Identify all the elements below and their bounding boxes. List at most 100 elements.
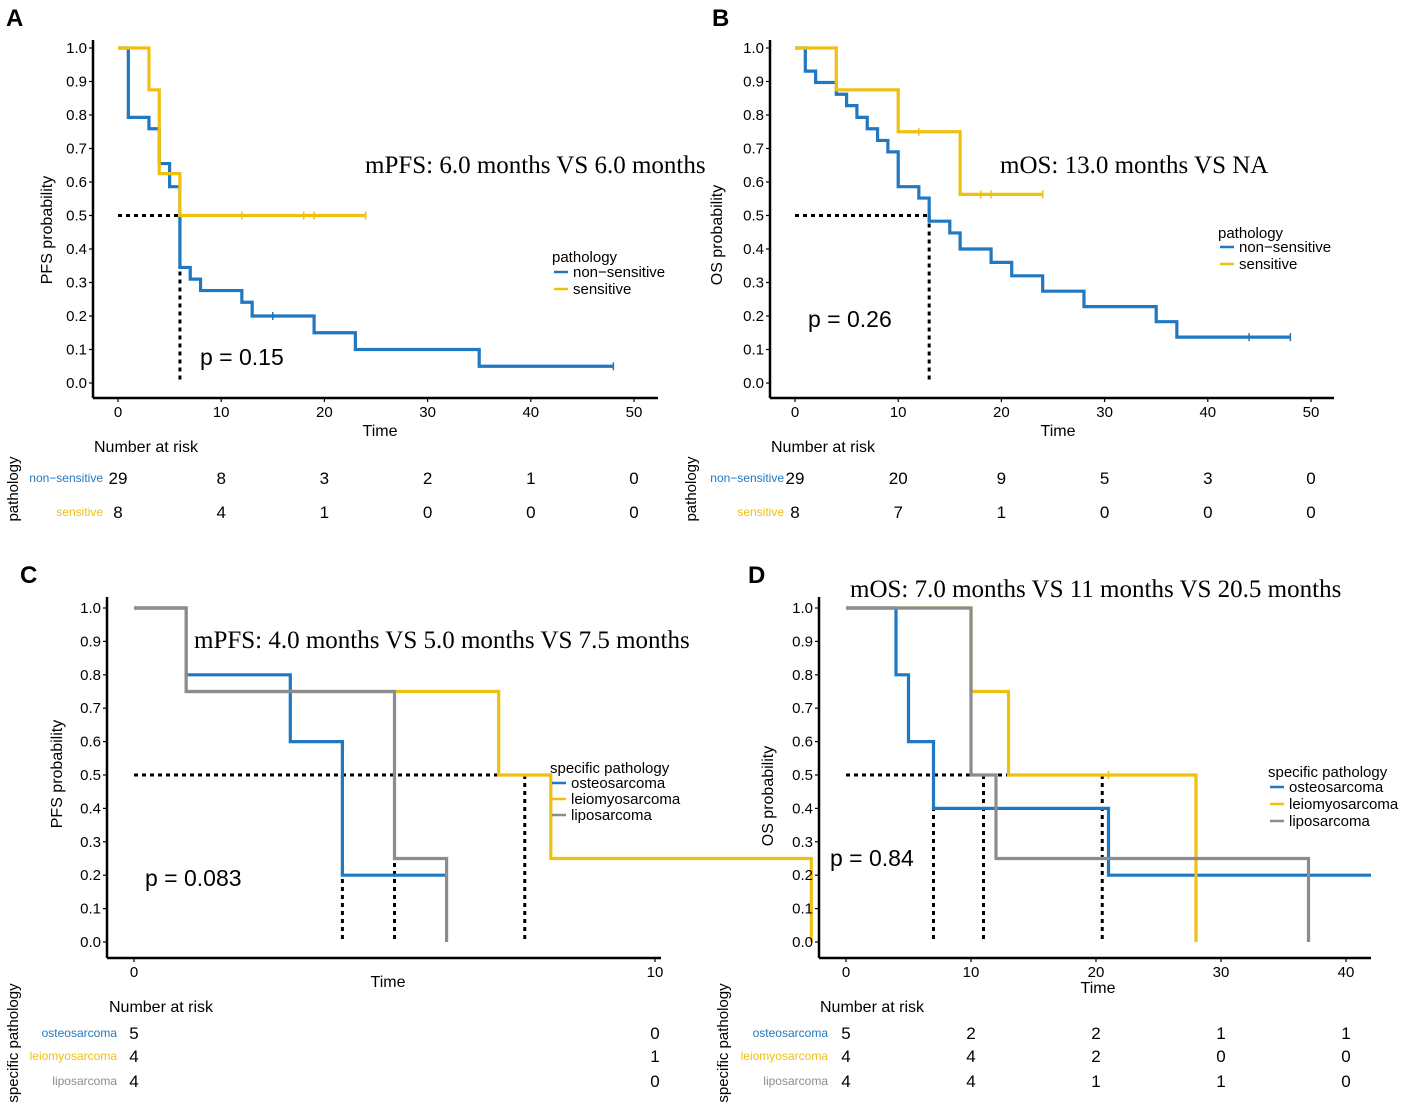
y-tick-label: 0.2 [792, 867, 813, 884]
x-tick-label: 30 [1096, 404, 1113, 421]
y-tick-label: 0.1 [743, 342, 764, 359]
x-tick-label: 50 [1303, 404, 1320, 421]
legend-label: non−sensitive [573, 264, 665, 281]
y-tick-label: 0.8 [66, 107, 87, 124]
x-tick-label: 0 [791, 404, 799, 421]
y-tick-label: 0.1 [66, 342, 87, 359]
legend-label: leiomyosarcoma [571, 791, 681, 808]
risk-row-label: sensitive [737, 505, 784, 519]
y-tick-label: 0.6 [66, 174, 87, 191]
risk-count: 1 [1216, 1024, 1225, 1043]
legend-label: liposarcoma [571, 807, 653, 824]
risk-count: 0 [526, 503, 535, 522]
y-tick-label: 0.0 [792, 934, 813, 951]
y-tick-label: 0.3 [792, 834, 813, 851]
median-lines [118, 214, 182, 383]
risk-count: 9 [997, 469, 1006, 488]
legend-title: specific pathology [550, 760, 670, 777]
km-curve-nonsensitive [118, 46, 614, 368]
risk-table-title: Number at risk [820, 999, 925, 1016]
y-tick-label: 0.9 [80, 633, 101, 650]
legend-label: osteosarcoma [571, 775, 666, 792]
risk-row-label: non−sensitive [29, 471, 103, 485]
legend: specific pathologyosteosarcomaleiomyosar… [550, 760, 681, 824]
chart-title: mPFS: 6.0 months VS 6.0 months [365, 152, 706, 179]
risk-row-label: liposarcoma [52, 1074, 117, 1088]
x-tick-label: 40 [1338, 964, 1355, 981]
y-tick-label: 0.9 [66, 74, 87, 91]
y-axis-label: PFS probability [49, 720, 66, 829]
y-tick-label: 0.5 [66, 208, 87, 225]
km-curve-osteosarcoma [846, 606, 1371, 877]
risk-count: 0 [1216, 1047, 1225, 1066]
y-axis-label: OS probability [760, 746, 777, 847]
legend-title: pathology [552, 249, 618, 266]
risk-count: 5 [841, 1024, 850, 1043]
km-curve-sensitive [795, 46, 1043, 196]
y-tick-label: 0.4 [66, 241, 87, 258]
risk-count: 0 [629, 503, 638, 522]
risk-table-title: Number at risk [771, 439, 876, 456]
risk-table-ylabel: pathology [5, 456, 22, 522]
risk-count: 0 [650, 1024, 659, 1043]
risk-count: 5 [129, 1024, 138, 1043]
risk-table-ylabel: specific pathology [715, 983, 732, 1103]
x-tick-label: 10 [647, 964, 664, 981]
p-value: p = 0.15 [200, 344, 284, 370]
legend-label: osteosarcoma [1289, 779, 1384, 796]
x-tick-label: 10 [963, 964, 980, 981]
risk-count: 8 [790, 503, 799, 522]
legend-label: sensitive [1239, 256, 1297, 273]
y-tick-label: 0.7 [743, 141, 764, 158]
y-tick-label: 0.0 [743, 375, 764, 392]
x-tick-label: 0 [842, 964, 850, 981]
risk-count: 29 [786, 469, 805, 488]
km-curve-liposarcoma [134, 606, 449, 942]
panel-letter: D [748, 562, 765, 589]
risk-count: 1 [320, 503, 329, 522]
y-tick-label: 0.6 [80, 734, 101, 751]
p-value: p = 0.84 [830, 845, 914, 871]
risk-count: 2 [1091, 1024, 1100, 1043]
y-tick-label: 1.0 [80, 600, 101, 617]
risk-count: 0 [629, 469, 638, 488]
x-axis-label: Time [371, 974, 406, 991]
legend-label: leiomyosarcoma [1289, 796, 1399, 813]
y-tick-label: 0.5 [743, 208, 764, 225]
y-tick-label: 0.3 [66, 275, 87, 292]
x-tick-label: 20 [1088, 964, 1105, 981]
risk-count: 0 [1341, 1072, 1350, 1091]
y-tick-label: 0.2 [743, 308, 764, 325]
median-lines [795, 214, 931, 383]
km-curve-liposarcoma [846, 606, 1311, 942]
legend-label: sensitive [573, 281, 631, 298]
risk-table-title: Number at risk [94, 439, 199, 456]
risk-count: 4 [966, 1072, 975, 1091]
risk-table-ylabel: pathology [683, 456, 700, 522]
y-tick-label: 0.4 [743, 241, 764, 258]
risk-row-label: liposarcoma [763, 1074, 828, 1088]
risk-count: 4 [129, 1072, 138, 1091]
y-tick-label: 0.7 [792, 700, 813, 717]
risk-table-ylabel: specific pathology [5, 983, 22, 1103]
legend-label: non−sensitive [1239, 239, 1331, 256]
y-tick-label: 1.0 [66, 40, 87, 57]
risk-count: 4 [841, 1072, 850, 1091]
risk-count: 4 [841, 1047, 850, 1066]
panel-letter: B [712, 5, 729, 32]
y-tick-label: 0.5 [792, 767, 813, 784]
y-tick-label: 0.7 [66, 141, 87, 158]
risk-count: 0 [650, 1072, 659, 1091]
km-curve-leiomyosarcoma [846, 606, 1198, 942]
risk-count: 7 [893, 503, 902, 522]
y-tick-label: 1.0 [792, 600, 813, 617]
risk-count: 20 [889, 469, 908, 488]
risk-count: 1 [997, 503, 1006, 522]
risk-count: 4 [129, 1047, 138, 1066]
x-tick-label: 20 [993, 404, 1010, 421]
risk-count: 0 [1341, 1047, 1350, 1066]
risk-count: 2 [1091, 1047, 1100, 1066]
risk-count: 0 [1306, 503, 1315, 522]
risk-row-label: osteosarcoma [42, 1026, 118, 1040]
